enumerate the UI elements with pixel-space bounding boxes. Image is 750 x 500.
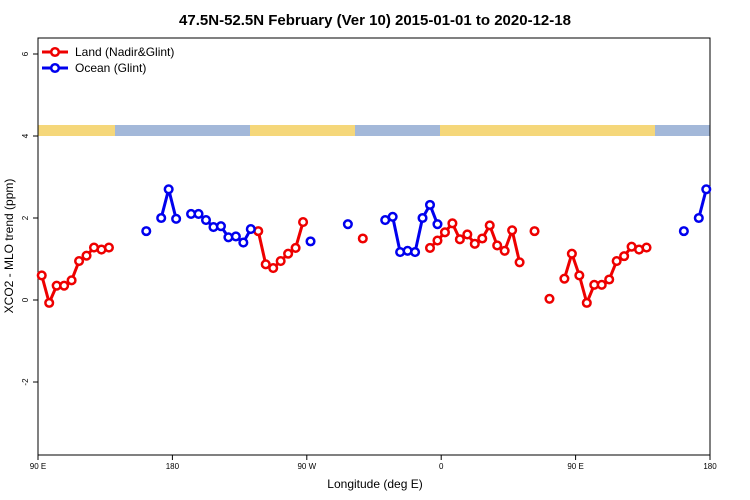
- data-point: [74, 256, 85, 267]
- data-point: [678, 226, 689, 237]
- data-point: [424, 199, 436, 210]
- data-point: [477, 233, 488, 244]
- data-point: [529, 226, 540, 237]
- data-point: [417, 212, 428, 224]
- ocean-strip: [38, 125, 710, 136]
- data-point: [559, 273, 570, 284]
- x-tick-label: 90 E: [30, 462, 46, 471]
- land-strip: [250, 125, 355, 136]
- data-point: [596, 279, 607, 290]
- data-point: [163, 184, 174, 195]
- data-point: [447, 218, 458, 229]
- data-point: [507, 225, 518, 236]
- x-tick-label: 90 W: [297, 462, 316, 471]
- data-point: [514, 257, 525, 268]
- data-point: [298, 217, 309, 228]
- data-point: [410, 246, 421, 258]
- data-point: [275, 256, 286, 267]
- data-point: [103, 242, 114, 253]
- data-point: [141, 226, 152, 237]
- data-point: [544, 293, 555, 304]
- data-point: [492, 240, 503, 251]
- legend-marker: [49, 62, 61, 74]
- data-point: [701, 184, 712, 195]
- data-point: [156, 212, 167, 224]
- data-point: [574, 270, 585, 281]
- data-point: [215, 221, 226, 232]
- data-point: [305, 236, 316, 247]
- data-point: [454, 234, 465, 245]
- data-point: [439, 227, 450, 238]
- land-strip: [440, 125, 655, 136]
- data-point: [484, 220, 495, 231]
- data-point: [44, 297, 55, 308]
- data-point: [619, 251, 630, 262]
- plot-frame: [37, 37, 711, 456]
- data-point: [432, 219, 443, 230]
- data-point: [268, 262, 279, 274]
- x-tick-label: 180: [703, 462, 717, 471]
- data-point: [200, 215, 212, 226]
- series-line: [40, 245, 110, 308]
- data-point: [193, 208, 204, 219]
- data-point: [283, 248, 294, 259]
- x-axis-title: Longitude (deg E): [327, 477, 422, 491]
- x-tick-label: 0: [439, 462, 444, 471]
- data-point: [59, 280, 70, 291]
- data-point: [245, 224, 256, 235]
- y-tick-label: 4: [21, 133, 30, 138]
- data-point: [171, 213, 182, 224]
- data-point: [641, 242, 652, 253]
- data-point: [81, 250, 92, 261]
- data-point: [387, 211, 398, 222]
- data-point: [230, 231, 241, 242]
- data-point: [581, 297, 592, 308]
- data-point: [611, 256, 622, 267]
- chart-title: 47.5N-52.5N February (Ver 10) 2015-01-01…: [179, 12, 571, 29]
- data-point: [260, 259, 271, 270]
- data-point: [238, 237, 249, 248]
- data-point: [36, 270, 47, 281]
- data-point: [462, 229, 473, 240]
- map-strip: [38, 125, 710, 136]
- x-tick-label: 90 E: [567, 462, 583, 471]
- y-tick-label: 6: [21, 51, 30, 56]
- land-strip: [38, 125, 115, 136]
- data-point: [424, 242, 436, 253]
- legend-label: Ocean (Glint): [75, 61, 146, 75]
- data-point: [432, 235, 443, 246]
- data-point: [357, 233, 368, 244]
- data-point: [604, 274, 615, 285]
- legend-label: Land (Nadir&Glint): [75, 45, 174, 59]
- data-point: [499, 245, 510, 256]
- data-point: [342, 219, 353, 230]
- data-point: [66, 275, 77, 286]
- legend-marker: [49, 46, 61, 58]
- data-point: [693, 212, 704, 224]
- x-tick-label: 180: [166, 462, 180, 471]
- data-point: [566, 248, 577, 259]
- y-tick-label: 0: [21, 297, 30, 302]
- data-point: [290, 242, 301, 253]
- y-tick-label: -2: [21, 378, 30, 386]
- data-point: [469, 238, 480, 249]
- y-tick-label: 2: [21, 215, 30, 220]
- y-axis-title: XCO2 - MLO trend (ppm): [2, 179, 16, 314]
